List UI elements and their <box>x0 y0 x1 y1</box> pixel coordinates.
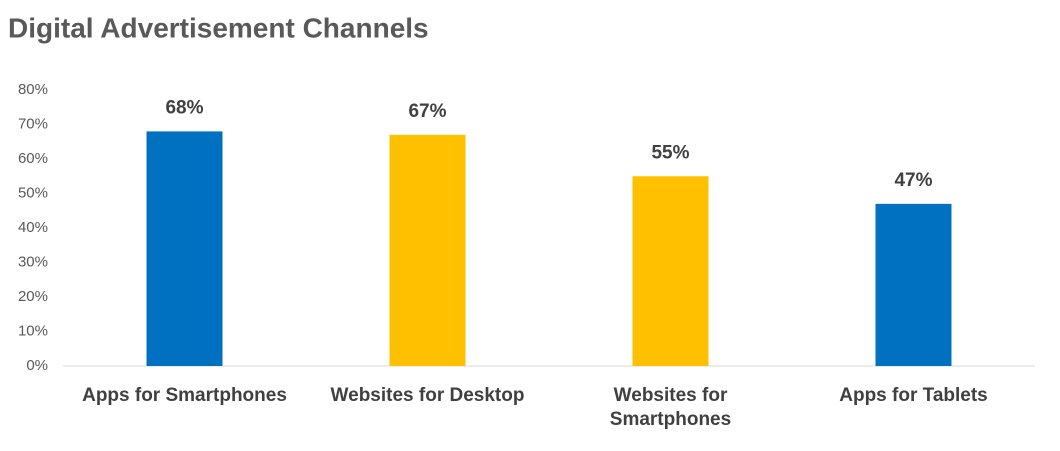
y-tick-label: 40% <box>18 219 48 236</box>
y-tick-label: 0% <box>26 357 48 374</box>
y-tick-label: 20% <box>18 288 48 305</box>
bar <box>875 203 952 366</box>
y-tick-label: 80% <box>18 81 48 98</box>
x-tick-label: Websites for Desktop <box>330 385 525 406</box>
y-tick-label: 70% <box>18 115 48 132</box>
bar <box>632 176 709 366</box>
value-label: 47% <box>894 170 932 191</box>
chart-title: Digital Advertisement Channels <box>8 12 429 43</box>
x-tick-label: Apps for Smartphones <box>82 385 287 406</box>
y-tick-label: 50% <box>18 184 48 201</box>
y-tick-label: 10% <box>18 322 48 339</box>
x-tick-label: Websites for Smartphones <box>609 385 732 430</box>
value-label: 68% <box>165 97 203 118</box>
bar <box>389 134 466 366</box>
x-tick-label: Apps for Tablets <box>839 385 988 406</box>
value-label: 67% <box>408 101 446 122</box>
y-tick-label: 30% <box>18 253 48 270</box>
y-tick-label: 60% <box>18 150 48 167</box>
value-label: 55% <box>651 142 689 163</box>
bar <box>146 131 223 366</box>
